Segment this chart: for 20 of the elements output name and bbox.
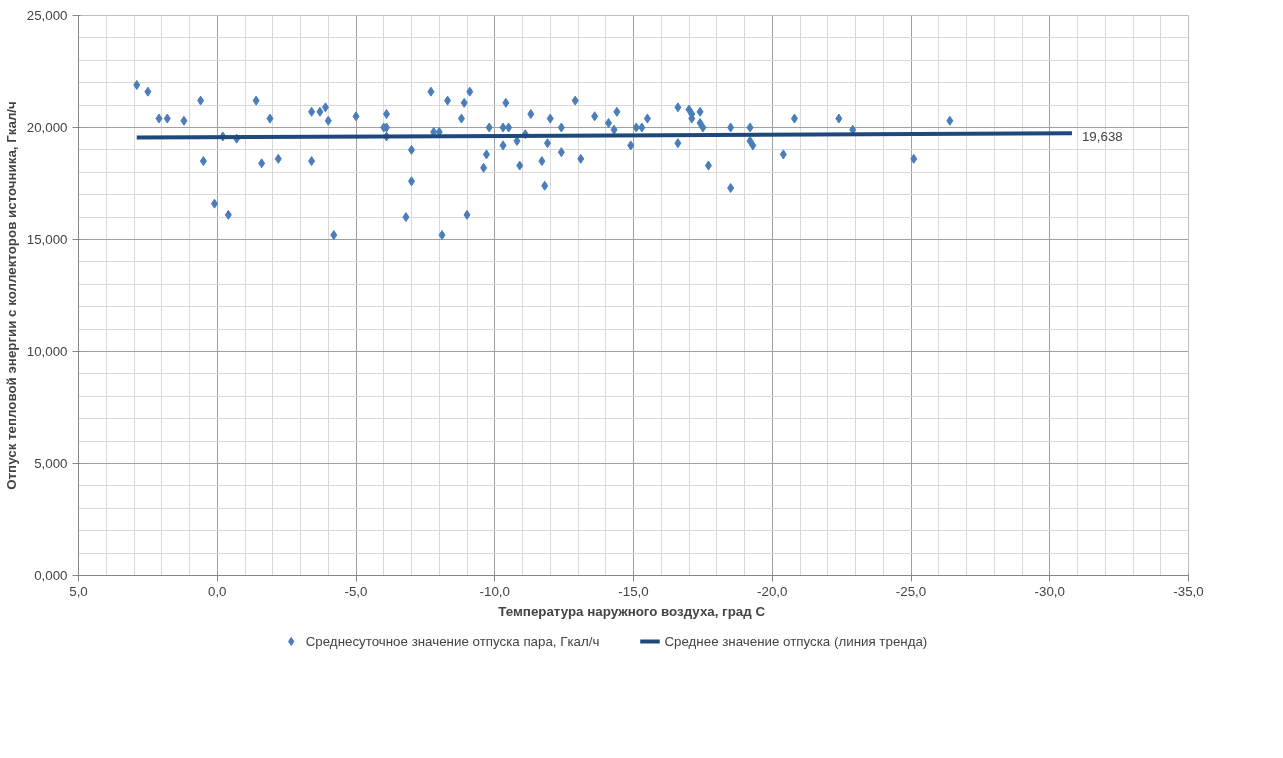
y-tick-label: 25,000 [26,8,68,23]
y-tick-label: 15,000 [26,232,68,247]
y-tick-label: 0,000 [34,568,68,583]
x-tick-label: 5,0 [69,583,88,599]
x-tick-label: -35,0 [1173,583,1204,599]
x-tick-label: 0,0 [207,583,227,599]
x-tick-label: -15,0 [618,583,649,599]
x-axis-title: Температура наружного воздуха, град С [498,603,766,619]
x-tick-label: -25,0 [895,583,927,599]
x-tick-label: -5,0 [344,583,368,599]
y-axis-title: Отпуск тепловой энергии с коллекторов источника, Гкал/ч [3,101,19,490]
x-tick-label: -20,0 [757,583,788,599]
annotation: 19,638 [1081,129,1123,145]
legend-label: Среднее значение отпуска (линия тренда) [664,633,928,649]
y-tick-label: 10,000 [26,344,68,359]
x-tick-label: -10,0 [479,583,510,599]
y-tick-label: 5,000 [34,456,68,471]
x-tick-label: -30,0 [1034,583,1065,599]
legend-label: Среднесуточное значение отпуска пара, Гкал/ч [305,633,600,649]
y-tick-label: 20,000 [26,120,68,135]
